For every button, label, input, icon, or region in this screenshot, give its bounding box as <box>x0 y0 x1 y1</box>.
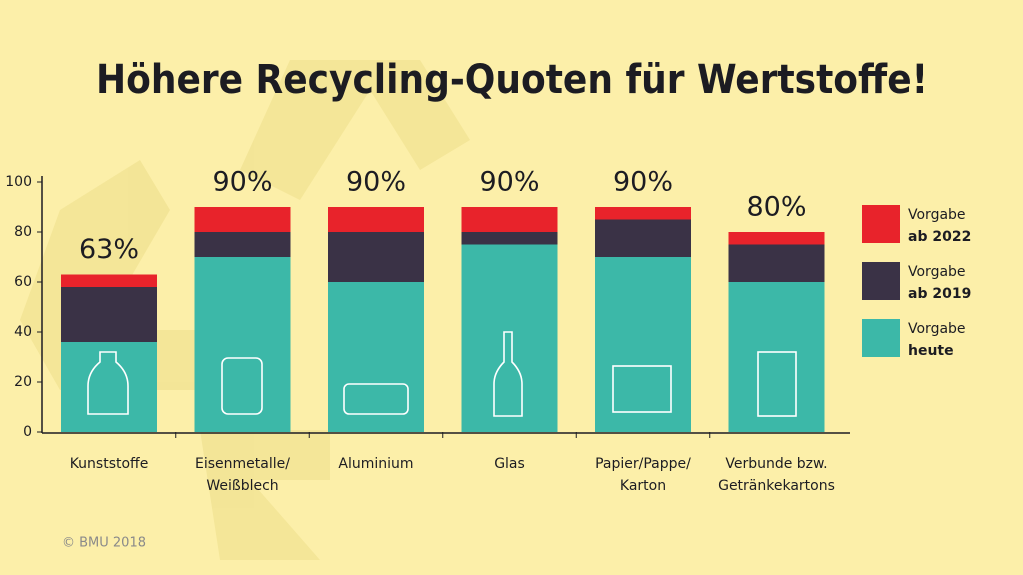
legend-label: ab 2022 <box>908 229 971 245</box>
x-tick-label: Eisenmetalle/ <box>195 456 290 472</box>
chart-title: Höhere Recycling-Quoten für Wertstoffe! <box>96 57 928 103</box>
bar-segment <box>194 257 291 432</box>
y-tick-label: 40 <box>14 324 32 340</box>
bar-segment <box>61 274 157 287</box>
bar-segment <box>595 207 691 220</box>
legend-swatch <box>862 319 900 357</box>
bar-segment <box>595 219 691 257</box>
x-tick-label: Getränkekartons <box>718 478 835 494</box>
legend-swatch <box>862 205 900 243</box>
total-label: 80% <box>746 192 806 223</box>
bar-segment <box>728 282 825 432</box>
x-tick-label: Karton <box>620 478 666 494</box>
source: © BMU 2018 <box>62 536 146 551</box>
bar-segment <box>461 232 558 245</box>
legend-label: ab 2019 <box>908 286 971 302</box>
bar-segment <box>728 244 825 282</box>
x-tick-label: Papier/Pappe/ <box>595 456 691 472</box>
total-label: 90% <box>346 167 406 198</box>
y-tick-label: 60 <box>14 274 32 290</box>
x-tick-label: Verbunde bzw. <box>725 456 827 472</box>
bar-segment <box>61 287 157 342</box>
legend-label: Vorgabe <box>908 264 966 280</box>
y-tick-label: 20 <box>14 374 32 390</box>
legend-label: Vorgabe <box>908 321 966 337</box>
x-tick-label: Glas <box>494 456 525 472</box>
bar-segment <box>328 282 424 432</box>
bar-segment <box>194 232 291 257</box>
total-label: 63% <box>79 234 139 265</box>
legend-swatch <box>862 262 900 300</box>
total-label: 90% <box>479 167 539 198</box>
bar-segment <box>194 207 291 232</box>
total-label: 90% <box>212 167 272 198</box>
y-tick-label: 100 <box>5 174 32 190</box>
bar-segment <box>61 342 157 432</box>
bar-segment <box>595 257 691 432</box>
legend-label: Vorgabe <box>908 207 966 223</box>
total-label: 90% <box>613 167 673 198</box>
y-tick-label: 0 <box>23 424 32 440</box>
bar-segment <box>461 207 558 232</box>
x-tick-label: Aluminium <box>338 456 413 472</box>
bar-segment <box>461 244 558 432</box>
x-tick-label: Kunststoffe <box>70 456 149 472</box>
x-tick-label: Weißblech <box>206 478 278 494</box>
bar-segment <box>328 232 424 282</box>
icons <box>87 331 797 417</box>
legend-label: heute <box>908 343 954 359</box>
y-tick-label: 80 <box>14 224 32 240</box>
bar-segment <box>328 207 424 232</box>
bar-segment <box>728 232 825 245</box>
